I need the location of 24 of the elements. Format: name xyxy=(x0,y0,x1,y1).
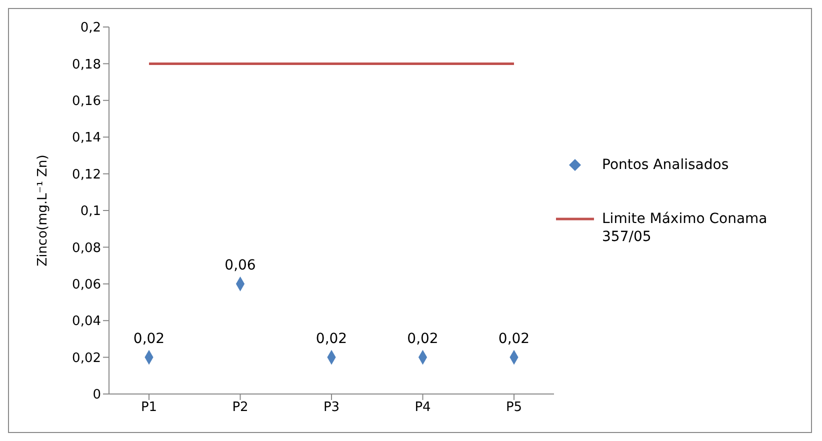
data-label: 0,06 xyxy=(224,257,256,274)
y-tick-label: 0,12 xyxy=(72,167,101,182)
y-tick-label: 0,18 xyxy=(72,57,101,72)
legend-label: Limite Máximo Conama 357/05 xyxy=(602,210,768,246)
data-label: 0,02 xyxy=(498,330,530,347)
y-tick-label: 0,06 xyxy=(72,278,101,293)
y-tick-label: 0,2 xyxy=(80,20,101,36)
y-tick-label: 0,1 xyxy=(80,204,101,220)
x-tick-label: P3 xyxy=(323,400,340,416)
y-axis-title: Zinco(mg.L⁻¹ Zn) xyxy=(36,154,51,266)
y-tick-label: 0,02 xyxy=(72,350,101,366)
x-tick-label: P1 xyxy=(140,400,158,416)
data-label: 0,02 xyxy=(407,330,438,347)
y-tick-label: 0,04 xyxy=(72,314,101,330)
x-tick-label: P5 xyxy=(506,400,522,416)
y-tick-label: 0,14 xyxy=(72,130,101,146)
x-tick-label: P2 xyxy=(232,400,248,416)
legend-label: Pontos Analisados xyxy=(602,156,729,174)
y-tick-label: 0 xyxy=(92,388,101,403)
y-tick-label: 0,08 xyxy=(72,240,101,256)
data-label: 0,02 xyxy=(133,330,165,347)
y-tick-label: 0,16 xyxy=(72,94,101,110)
data-label: 0,02 xyxy=(316,330,348,347)
x-tick-label: P4 xyxy=(414,400,431,416)
